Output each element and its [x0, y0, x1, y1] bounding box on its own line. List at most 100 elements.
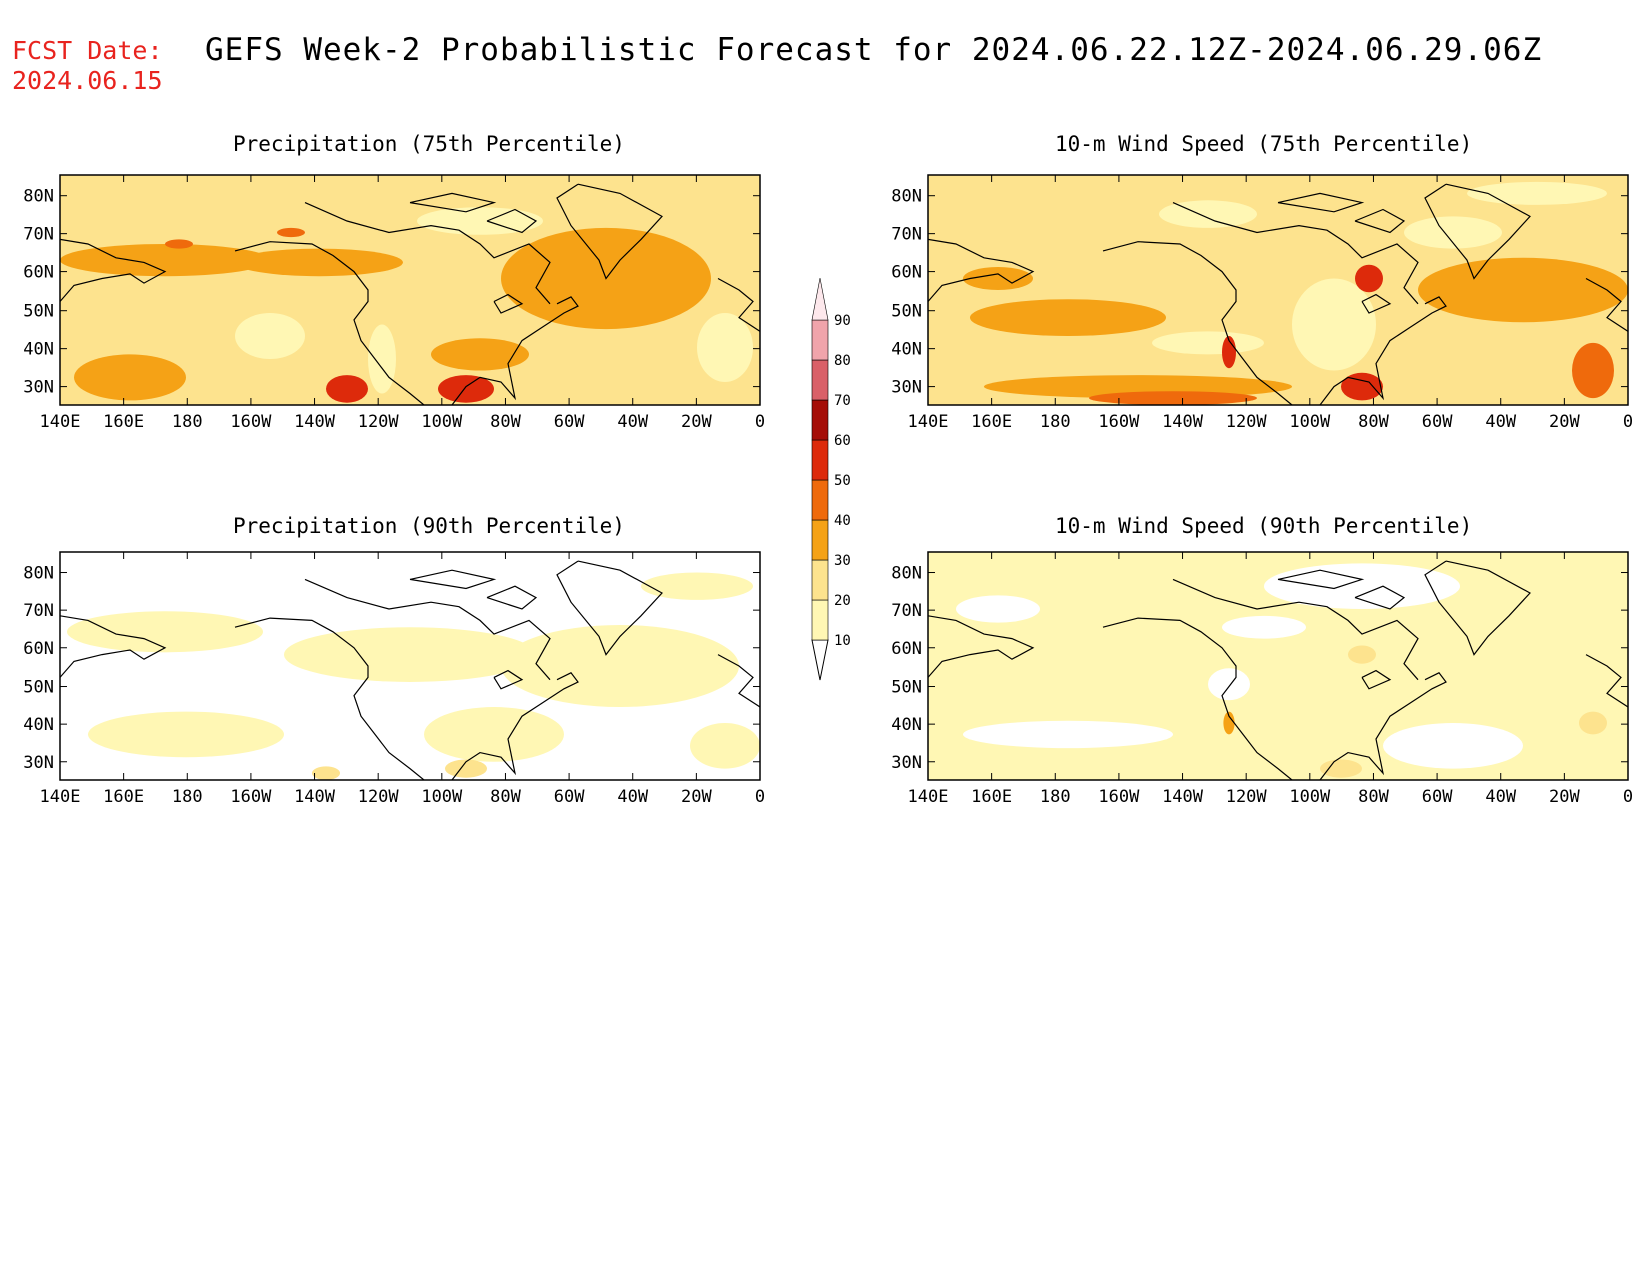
- shading-region: [1320, 759, 1362, 778]
- shading-region: [1292, 278, 1376, 371]
- coastline: [1172, 202, 1419, 305]
- lon-label: 80W: [490, 787, 521, 807]
- coastline: [1361, 669, 1392, 690]
- map-frame: [59, 551, 761, 781]
- lon-label: 180: [172, 787, 203, 807]
- forecast-date-label: FCST Date:: [12, 36, 163, 65]
- lat-label: 60N: [23, 263, 54, 283]
- shading-region: [74, 354, 186, 401]
- shading-region: [1089, 391, 1257, 405]
- coastline: [717, 277, 760, 332]
- coastline: [1424, 560, 1531, 656]
- lon-label: 60W: [1422, 412, 1453, 432]
- colorbar-swatch: [811, 599, 829, 641]
- shading-layer: [928, 175, 1628, 405]
- lon-label: 100W: [421, 787, 463, 807]
- lat-label: 30N: [23, 753, 54, 773]
- lat-label: 40N: [891, 340, 922, 360]
- coastline: [486, 585, 538, 610]
- shading-region: [88, 711, 284, 758]
- coastline: [409, 569, 497, 590]
- coastline-layer: [60, 183, 760, 405]
- shading-region: [1579, 711, 1607, 735]
- shading-region: [1467, 181, 1607, 205]
- lon-label: 40W: [1485, 412, 1516, 432]
- page-title: GEFS Week-2 Probabilistic Forecast for 2…: [205, 32, 1543, 68]
- lon-label: 140E: [908, 787, 949, 807]
- lon-label: 140E: [40, 787, 81, 807]
- colorbar-label: 80: [834, 353, 851, 369]
- lon-label: 160E: [971, 787, 1012, 807]
- lon-label: 60W: [554, 787, 585, 807]
- shading-region: [438, 375, 494, 403]
- lon-label: 120W: [358, 412, 400, 432]
- shading-region: [1264, 563, 1460, 609]
- lon-label: 140W: [294, 787, 336, 807]
- lat-label: 80N: [891, 564, 922, 584]
- lon-label: 180: [1040, 412, 1071, 432]
- lat-label: 30N: [891, 753, 922, 773]
- coastline: [556, 183, 663, 280]
- lat-label: 70N: [891, 225, 922, 245]
- lat-label: 60N: [23, 639, 54, 659]
- colorbar-lower-triangle: [811, 639, 829, 681]
- map-panel-wind-75: 80N 70N 60N 50N 40N 30N 140E 160E 180 160W 140W 120…: [891, 174, 1633, 432]
- coastline: [1319, 672, 1447, 780]
- panel-title-wind-75: 10-m Wind Speed (75th Percentile): [1055, 132, 1473, 156]
- coastline-layer: [60, 560, 760, 780]
- shading-region: [1223, 711, 1235, 735]
- shading-region: [1355, 264, 1383, 293]
- shading-region: [697, 313, 753, 382]
- lon-label: 160W: [230, 787, 272, 807]
- lat-label: 70N: [23, 601, 54, 621]
- lon-label: 160E: [103, 787, 144, 807]
- lon-label: 140W: [1162, 412, 1204, 432]
- shading-region: [67, 611, 263, 653]
- lat-label: 40N: [23, 715, 54, 735]
- coastline: [451, 672, 579, 780]
- coastline: [928, 238, 1035, 302]
- lat-label: 60N: [891, 263, 922, 283]
- shading-region: [690, 723, 760, 769]
- lon-label: 160W: [1098, 412, 1140, 432]
- shading-region: [1383, 723, 1523, 769]
- lon-label: 120W: [358, 787, 400, 807]
- shading-region: [165, 239, 193, 249]
- coastline: [493, 669, 524, 690]
- shading-region: [1152, 331, 1264, 355]
- lon-label: 180: [172, 412, 203, 432]
- lat-label: 40N: [891, 715, 922, 735]
- map-frame: [927, 174, 1629, 406]
- shading-region: [431, 338, 529, 371]
- map-frame: [59, 174, 761, 406]
- coastline: [1277, 192, 1365, 213]
- shading-region: [235, 313, 305, 359]
- shading-region: [1159, 200, 1257, 228]
- coastline: [234, 241, 425, 405]
- panel-title-precip-75: Precipitation (75th Percentile): [233, 132, 625, 156]
- shading-region: [1222, 336, 1236, 369]
- coastline: [1319, 296, 1447, 405]
- coastline: [717, 654, 760, 708]
- coastline: [928, 615, 1035, 678]
- shading-region: [60, 244, 270, 277]
- map-panel-wind-90: 80N 70N 60N 50N 40N 30N 140E 160E 180 160W 140W 120…: [891, 551, 1633, 807]
- lon-label: 40W: [617, 787, 648, 807]
- coastline: [1361, 293, 1392, 314]
- lat-label: 50N: [891, 678, 922, 698]
- coastline: [556, 560, 663, 656]
- map-panel-precip-90: 80N 70N 60N 50N 40N 30N 140E 160E 180 160W 140W 120…: [23, 551, 765, 807]
- colorbar-label: 70: [834, 393, 851, 409]
- lon-label: 20W: [1549, 787, 1580, 807]
- coastline: [1102, 617, 1293, 780]
- lon-label: 120W: [1226, 787, 1268, 807]
- shading-layer: [60, 175, 760, 405]
- shading-region: [1404, 216, 1502, 249]
- colorbar-label: 60: [834, 433, 851, 449]
- colorbar-swatch: [811, 319, 829, 361]
- coastline: [451, 296, 579, 405]
- shading-region: [277, 227, 305, 238]
- lat-label: 70N: [23, 225, 54, 245]
- shading-region: [1208, 668, 1250, 701]
